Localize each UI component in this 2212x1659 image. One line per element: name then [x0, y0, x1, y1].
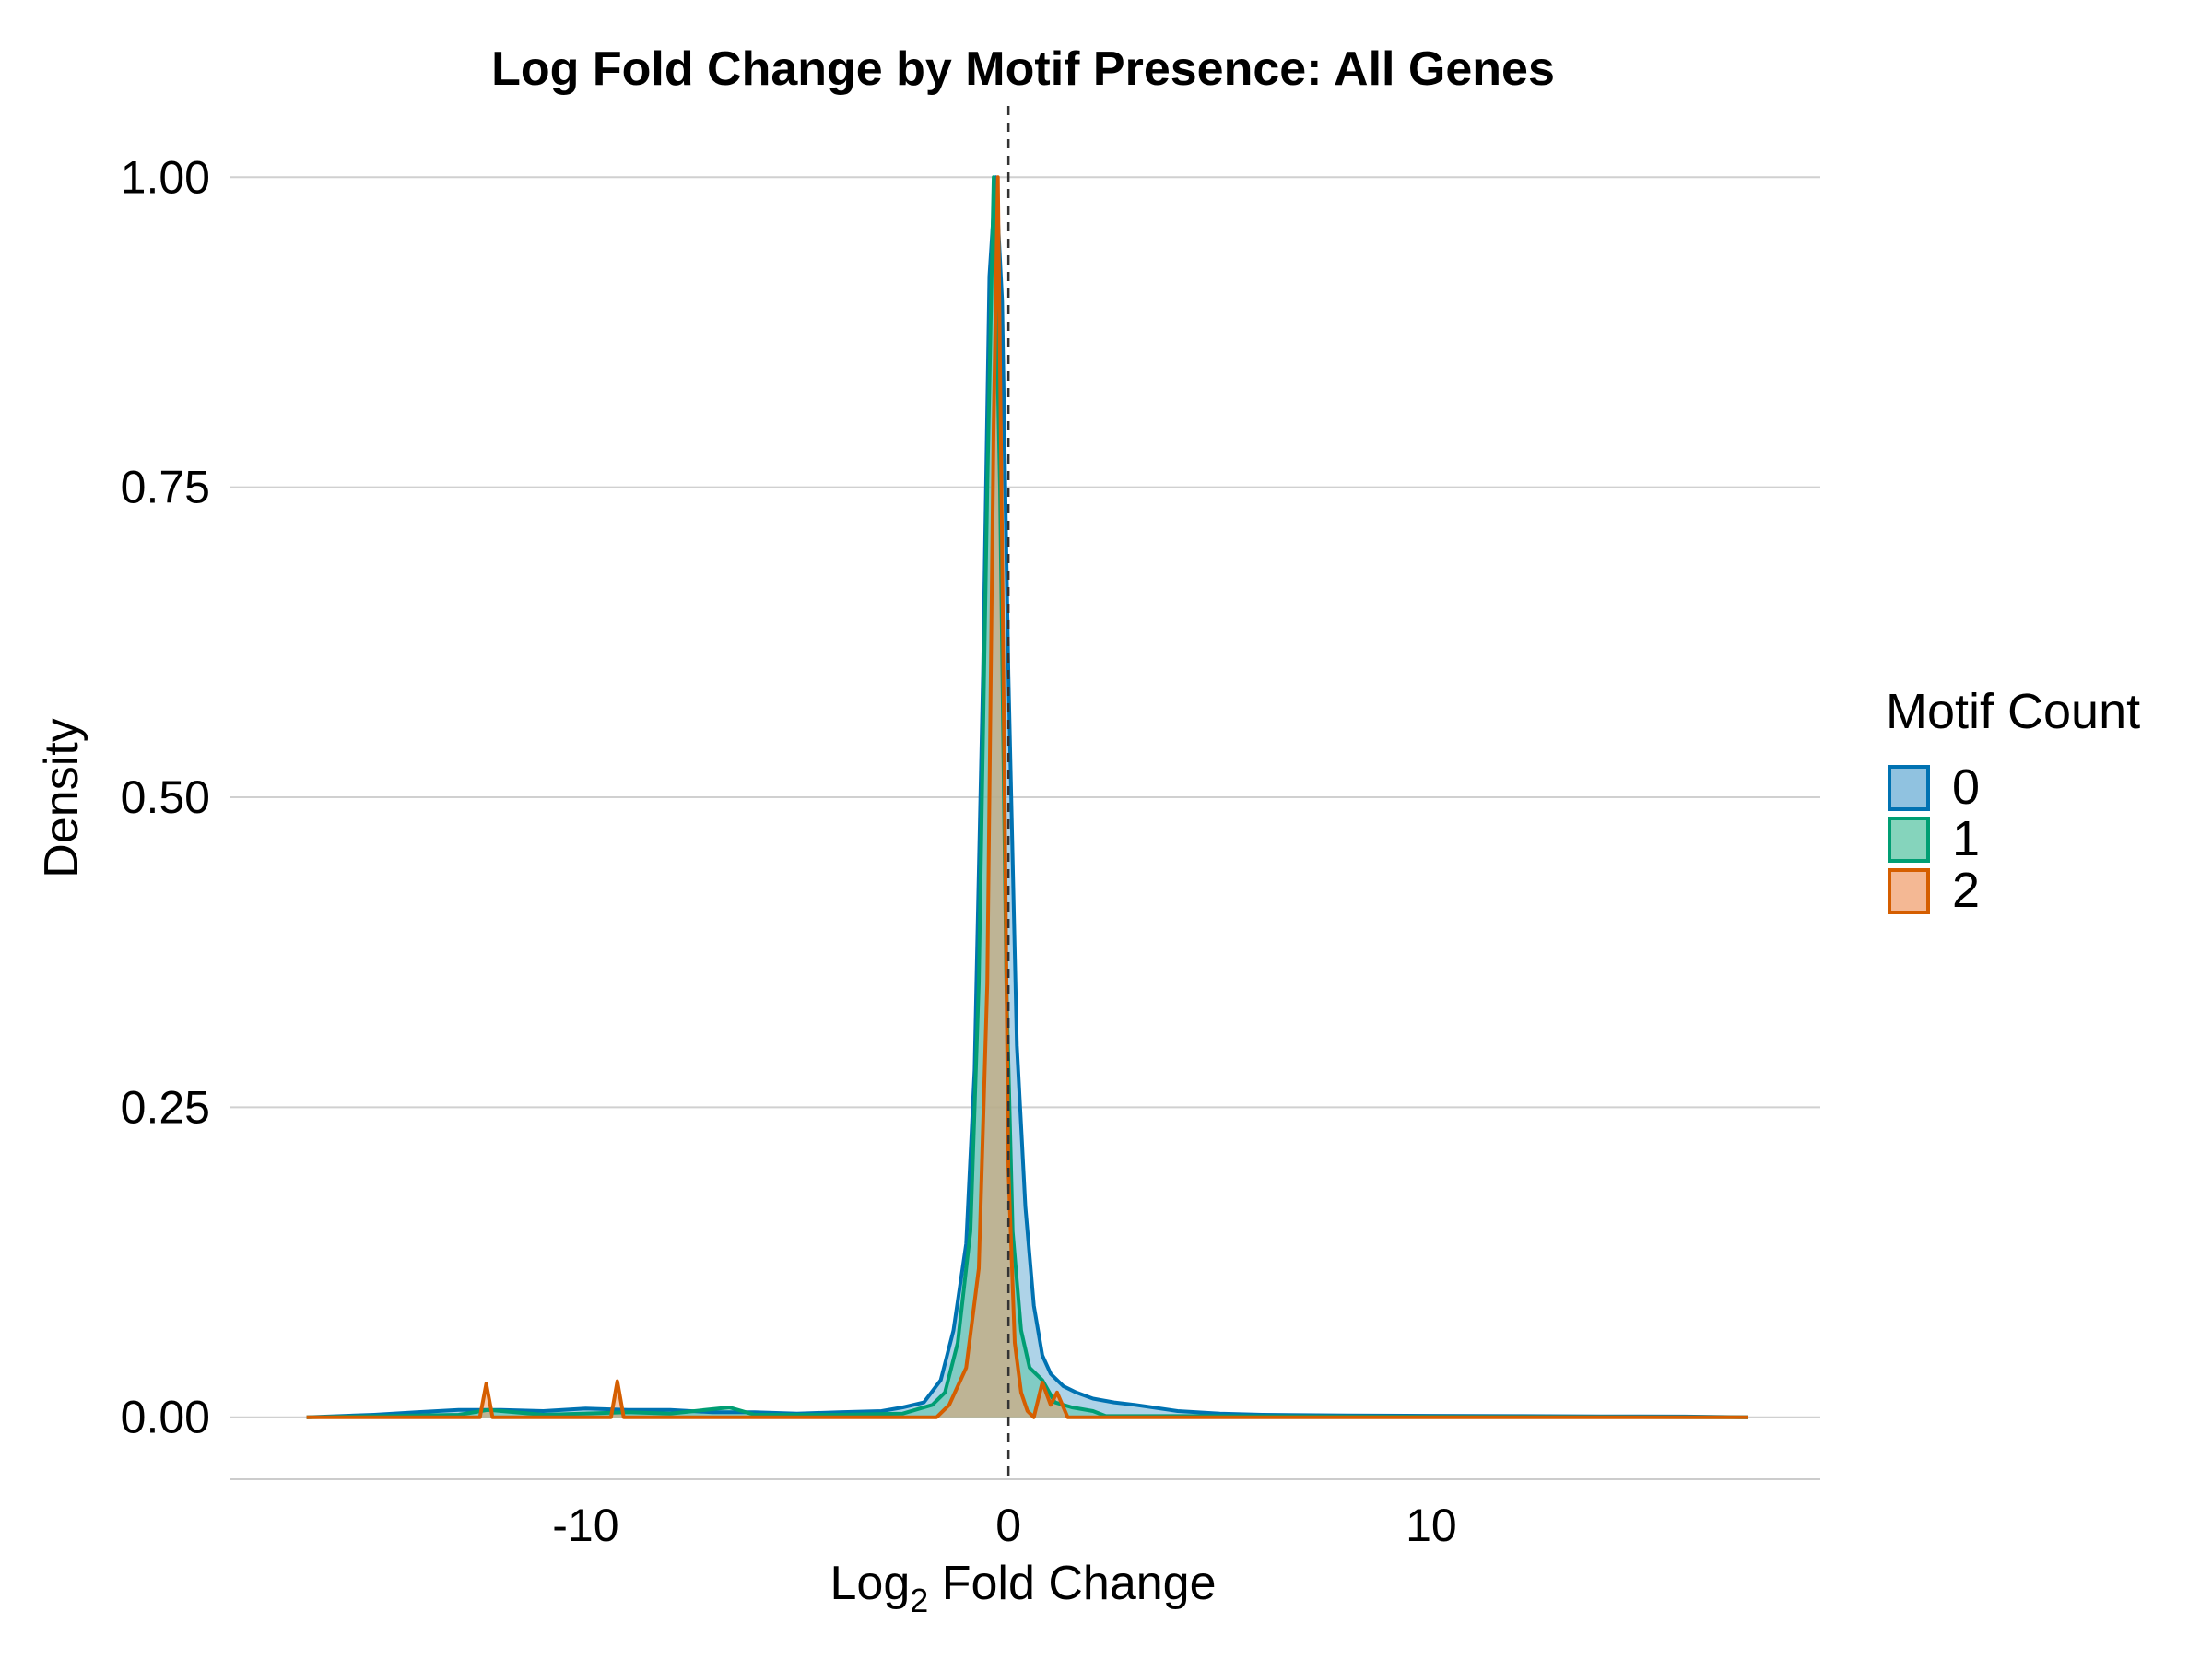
y-tick-label: 0.50	[121, 771, 210, 823]
x-tick-label: -10	[552, 1500, 618, 1551]
density-lines	[306, 175, 1749, 1419]
x-tick-label: 0	[995, 1500, 1021, 1551]
y-tick-label: 0.00	[121, 1392, 210, 1443]
x-axis-label-main: Log	[830, 1557, 911, 1610]
density-line-motif-2	[306, 175, 1748, 1419]
legend-swatch-motif-0	[1888, 765, 1930, 811]
legend-title: Motif Count	[1886, 684, 2140, 739]
x-axis-ticks: -10 0 10	[552, 1500, 1456, 1551]
y-axis-ticks: 0.00 0.25 0.50 0.75 1.00	[121, 151, 210, 1442]
legend-label-motif-1: 1	[1952, 811, 1980, 866]
x-tick-label: 10	[1406, 1500, 1457, 1551]
y-axis-label: Density	[35, 718, 88, 877]
y-tick-label: 0.75	[121, 462, 210, 513]
x-axis-label-subscript: 2	[910, 1582, 928, 1619]
x-axis-label-rest: Fold Change	[928, 1557, 1216, 1610]
chart-title: Log Fold Change by Motif Presence: All G…	[491, 42, 1555, 96]
density-line-motif-1	[306, 175, 1749, 1419]
legend: Motif Count 012	[1886, 684, 2140, 918]
y-tick-label: 1.00	[121, 151, 210, 203]
legend-swatch-motif-1	[1888, 817, 1930, 863]
legend-label-motif-0: 0	[1952, 759, 1980, 815]
x-axis-label: Log2 Fold Change	[830, 1557, 1217, 1619]
legend-swatch-motif-2	[1888, 868, 1930, 914]
y-tick-label: 0.25	[121, 1081, 210, 1133]
legend-label-motif-2: 2	[1952, 863, 1980, 918]
